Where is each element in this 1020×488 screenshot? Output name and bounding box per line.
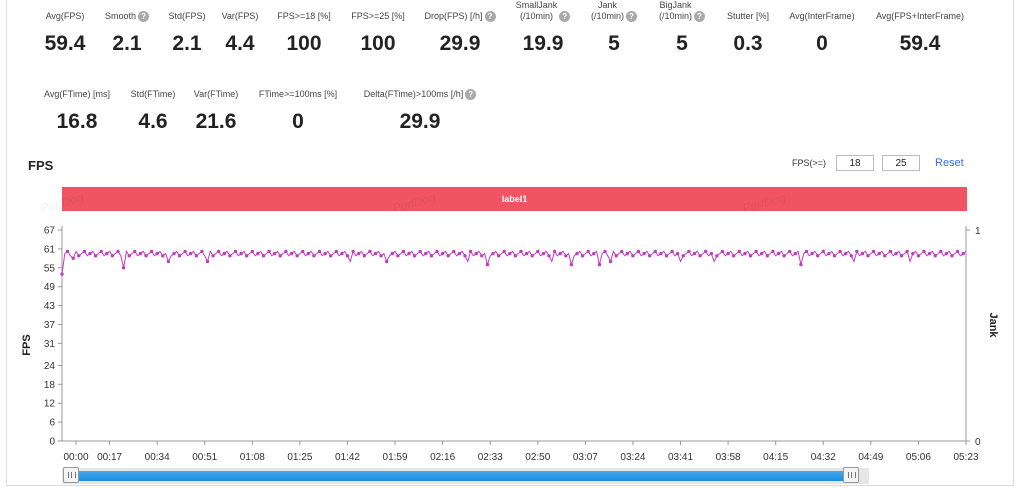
metric-label: Drop(FPS) [/h]? [400,0,520,22]
metric-value: 19.9 [522,32,564,55]
help-icon[interactable]: ? [484,11,496,22]
metric-card: Std(FTime) 4.6 [93,78,213,134]
metric-label-text: FTime>=100ms [%] [258,89,338,99]
metric-card: Var(FPS) 4.4 [180,0,300,56]
range-slider-left-handle[interactable] [63,467,79,483]
metric-value: 16.8 [56,110,98,133]
metric-value: 100 [360,32,396,55]
metric-label-text: Avg(InterFrame) [789,11,855,21]
metric-label-text: FPS>=18 [%] [277,11,331,21]
metric-card: FPS>=18 [%] 100 [244,0,364,56]
metric-label: BigJank (/10min)? [622,0,742,22]
help-icon[interactable]: ? [465,89,477,100]
metric-label-text: Avg(FPS) [45,11,85,21]
help-icon[interactable]: ? [138,11,150,22]
metric-label: Var(FTime) [156,78,276,100]
metric-label: Std(FPS) [127,0,247,22]
metric-card: FTime>=100ms [%] 0 [238,78,358,134]
metric-label: FPS>=18 [%] [244,0,364,22]
metric-label-text: Var(FTime) [193,89,239,99]
metric-label-text: Var(FPS) [221,11,259,21]
metric-label-text: FPS>=25 [%] [351,11,405,21]
metric-label-text: Jank (/10min) [590,0,624,21]
metric-label: Delta(FTime)>100ms [/h]? [360,78,480,100]
metric-label-text: SmallJank (/10min) [515,0,558,21]
metric-value: 5 [676,32,688,55]
metric-card: Var(FTime) 21.6 [156,78,276,134]
metric-label-text: Stutter [%] [726,11,770,21]
metric-value: 4.6 [138,110,168,133]
panel-frame [6,0,1014,486]
metric-label: FPS>=25 [%] [318,0,438,22]
metric-value: 29.9 [439,32,481,55]
metric-value: 0 [816,32,828,55]
metric-label-text: Avg(FTime) [ms] [43,89,110,99]
metric-value: 59.4 [44,32,86,55]
metric-value: 2.1 [172,32,202,55]
metric-value: 0 [292,110,304,133]
metric-card: Avg(InterFrame) 0 [762,0,882,56]
help-icon[interactable]: ? [694,11,705,22]
fps-threshold-input-1[interactable] [836,155,874,171]
fps-threshold-input-2[interactable] [882,155,920,171]
metric-card: Smooth? 2.1 [67,0,187,56]
help-icon[interactable]: ? [559,11,571,22]
metric-card: Std(FPS) 2.1 [127,0,247,56]
metric-label: Stutter [%] [688,0,808,22]
metric-label: Avg(FPS+InterFrame) [860,0,980,22]
range-slider-selection[interactable] [79,471,844,481]
metric-card: Drop(FPS) [/h]? 29.9 [400,0,520,56]
metric-label: SmallJank (/10min)? [483,0,603,22]
metric-label: Std(FTime) [93,78,213,100]
metric-card: Jank (/10min)? 5 [554,0,674,56]
metric-value: 59.4 [899,32,941,55]
help-icon[interactable]: ? [626,11,637,22]
metric-card: SmallJank (/10min)? 19.9 [483,0,603,56]
metric-label: Jank (/10min)? [554,0,674,22]
metric-value: 100 [286,32,322,55]
metric-label-text: BigJank (/10min) [658,0,692,21]
metric-card: Delta(FTime)>100ms [/h]? 29.9 [360,78,480,134]
metric-label-text: Std(FTime) [130,89,176,99]
label-bar[interactable]: label1 [62,187,967,211]
metric-label-text: Delta(FTime)>100ms [/h] [363,89,464,99]
metric-label: Avg(InterFrame) [762,0,882,22]
reset-button[interactable]: Reset [935,157,964,169]
chart-title: FPS [28,158,54,173]
metric-value: 21.6 [195,110,237,133]
metric-label-text: Smooth [104,11,137,21]
metric-card: Avg(FTime) [ms] 16.8 [17,78,137,134]
fps-threshold-label: FPS(>=) [792,158,827,168]
metric-card: Avg(FPS+InterFrame) 59.4 [860,0,980,56]
metric-value: 4.4 [225,32,255,55]
metric-card: Stutter [%] 0.3 [688,0,808,56]
metric-value: 29.9 [399,110,441,133]
metric-label-text: Avg(FPS+InterFrame) [875,11,965,21]
metric-card: BigJank (/10min)? 5 [622,0,742,56]
metric-label: Var(FPS) [180,0,300,22]
metric-label-text: Drop(FPS) [/h] [424,11,483,21]
metric-label-text: Std(FPS) [168,11,206,21]
range-slider-right-handle[interactable] [843,467,860,483]
metric-label: Avg(FTime) [ms] [17,78,137,100]
metric-card: FPS>=25 [%] 100 [318,0,438,56]
metric-label: Smooth? [67,0,187,22]
metric-value: 0.3 [733,32,763,55]
metric-label: FTime>=100ms [%] [238,78,358,100]
metric-value: 2.1 [112,32,142,55]
metric-card: Avg(FPS) 59.4 [5,0,125,56]
metric-label: Avg(FPS) [5,0,125,22]
metric-value: 5 [608,32,620,55]
